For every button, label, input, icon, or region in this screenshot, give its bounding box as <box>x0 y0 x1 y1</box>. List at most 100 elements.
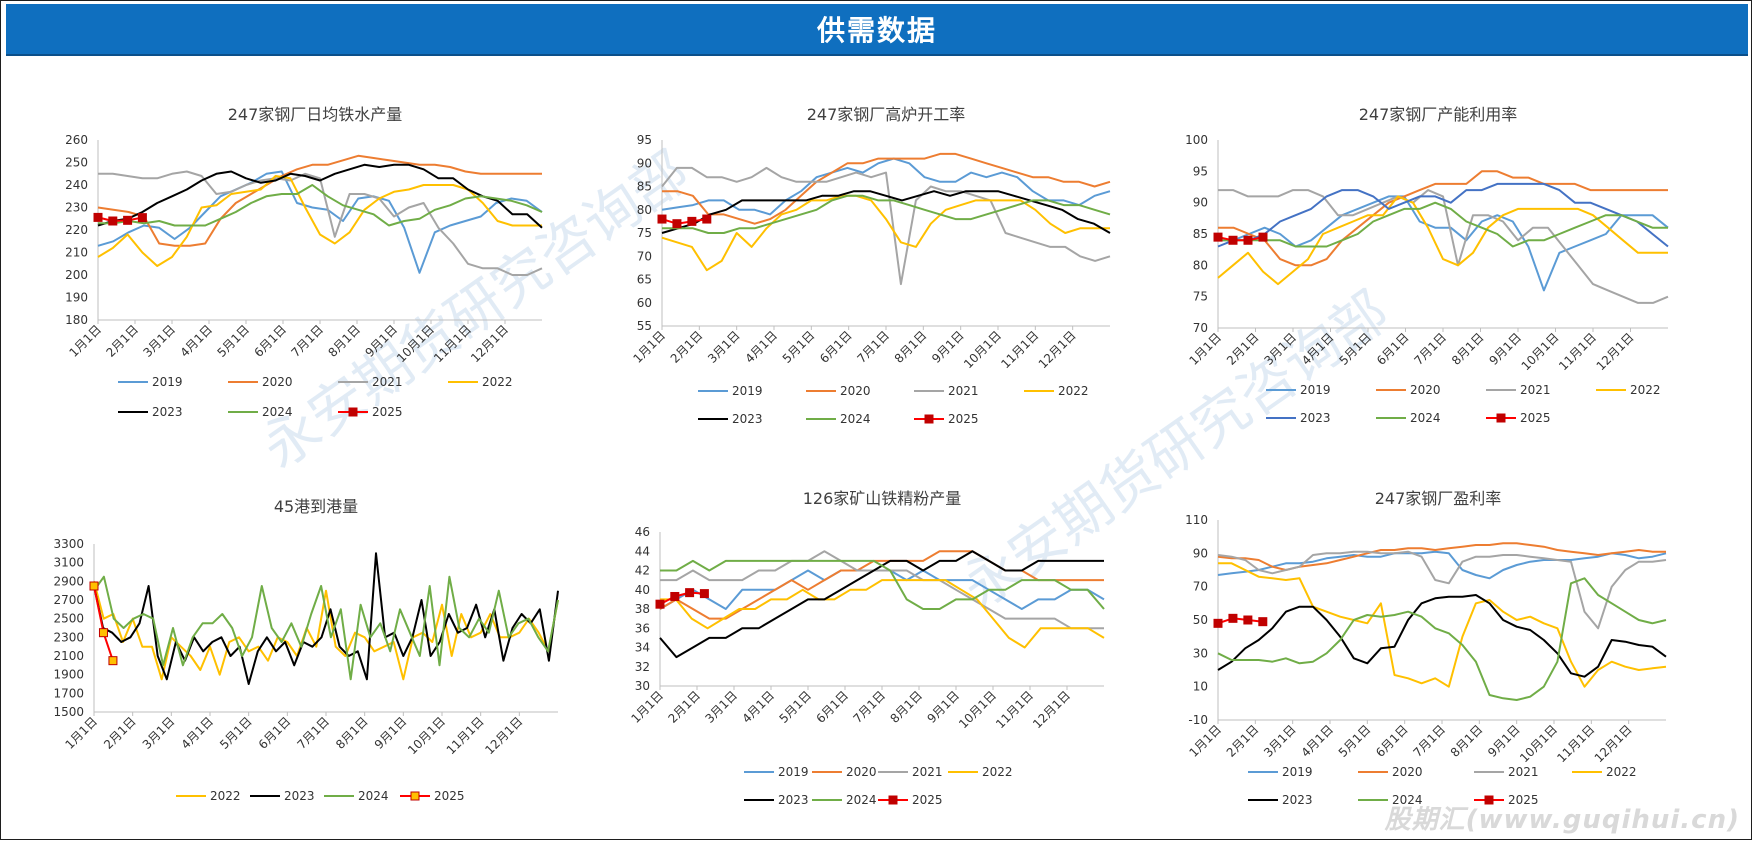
chart-title: 247家钢厂盈利率 <box>1375 489 1502 508</box>
series-line-2022 <box>1218 562 1667 688</box>
series-line-2023 <box>1217 594 1667 678</box>
series-line-2024 <box>98 184 543 227</box>
y-tick-label: 200 <box>65 268 88 282</box>
x-tick-label: 10月1日 <box>405 714 448 757</box>
y-tick-label: 80 <box>1193 258 1208 272</box>
x-tick-label: 3月1日 <box>705 328 743 366</box>
series-point-2025 <box>699 589 709 599</box>
y-tick-label: 75 <box>637 226 652 240</box>
legend-label-2022: 2022 <box>1058 384 1089 398</box>
y-tick-label: -10 <box>1188 713 1208 727</box>
series-point-2025 <box>137 213 147 223</box>
series-line-2024 <box>662 194 1111 234</box>
y-tick-label: 1700 <box>53 686 84 700</box>
series-line-2021 <box>661 166 1111 286</box>
series-line-2025 <box>661 218 707 225</box>
x-tick-label: 5月1日 <box>1336 722 1374 760</box>
x-tick-label: 3月1日 <box>702 688 740 726</box>
x-tick-label: 10月1日 <box>956 688 999 731</box>
series-point-2025 <box>655 599 665 609</box>
series-point-2025 <box>98 628 108 638</box>
series-line-2021 <box>98 170 543 276</box>
x-tick-label: 11月1日 <box>998 328 1041 371</box>
y-tick-label: 30 <box>1193 646 1208 660</box>
series-point-2025 <box>1213 618 1223 628</box>
series-line-2025 <box>1217 617 1263 625</box>
y-tick-label: 90 <box>1193 546 1208 560</box>
legend-label-2019: 2019 <box>732 384 763 398</box>
legend-label-2020: 2020 <box>840 384 871 398</box>
x-tick-label: 4月1日 <box>177 322 215 360</box>
x-tick-label: 12月1日 <box>1592 722 1635 765</box>
y-tick-label: 90 <box>1193 196 1208 210</box>
series-line-2023 <box>1217 182 1669 248</box>
y-tick-label: 46 <box>635 525 650 539</box>
header-bar: 供需数据 <box>6 4 1748 56</box>
legend-label-2023: 2023 <box>1282 793 1313 807</box>
x-tick-label: 7月1日 <box>850 688 888 726</box>
series-line-2022 <box>660 579 1105 649</box>
page-title: 供需数据 <box>816 14 937 47</box>
legend-label-2021: 2021 <box>1508 765 1539 779</box>
x-tick-label: 2月1日 <box>668 328 706 366</box>
x-tick-label: 4月1日 <box>742 328 780 366</box>
brand-watermark: 股期汇(www.guqihui.cn) <box>1384 805 1740 835</box>
legend-label-2025: 2025 <box>912 793 943 807</box>
x-tick-label: 2月1日 <box>103 322 141 360</box>
x-tick-label: 7月1日 <box>1410 722 1448 760</box>
series-point-2025 <box>1213 232 1223 242</box>
x-tick-label: 6月1日 <box>256 714 294 752</box>
x-tick-label: 11月1日 <box>993 688 1036 731</box>
legend-label-2020: 2020 <box>1392 765 1423 779</box>
legend-label-2020: 2020 <box>1410 383 1441 397</box>
y-tick-label: 70 <box>1193 580 1208 594</box>
x-tick-label: 6月1日 <box>813 688 851 726</box>
y-tick-label: 75 <box>1193 290 1208 304</box>
legend-label-2025: 2025 <box>434 789 465 803</box>
x-tick-label: 8月1日 <box>887 688 925 726</box>
x-tick-label: 6月1日 <box>817 328 855 366</box>
y-tick-label: 30 <box>635 679 650 693</box>
chart-title: 247家钢厂高炉开工率 <box>807 105 966 124</box>
legend-label-2025: 2025 <box>948 412 979 426</box>
legend-label-2023: 2023 <box>1300 411 1331 425</box>
x-tick-label: 11月1日 <box>1556 330 1599 373</box>
series-point-2025 <box>123 215 133 225</box>
legend-label-2022: 2022 <box>1630 383 1661 397</box>
series-point-2025 <box>1228 235 1238 245</box>
series-line-2022 <box>1217 195 1668 286</box>
y-tick-label: 190 <box>65 291 88 305</box>
series-line-2020 <box>662 152 1111 225</box>
legend-label-2019: 2019 <box>778 765 809 779</box>
x-tick-label: 10月1日 <box>1517 722 1560 765</box>
x-tick-label: 5月1日 <box>780 328 818 366</box>
series-point-2025 <box>685 588 695 598</box>
series-line-2022 <box>661 194 1110 272</box>
y-tick-label: 38 <box>635 602 650 616</box>
x-tick-label: 12月1日 <box>1030 688 1073 731</box>
x-tick-label: 3月1日 <box>1261 722 1299 760</box>
x-tick-label: 8月1日 <box>892 328 930 366</box>
series-line-2025 <box>1217 236 1264 242</box>
y-tick-label: 100 <box>1185 133 1208 147</box>
series-line-2020 <box>97 154 542 247</box>
legend-label-2019: 2019 <box>152 375 183 389</box>
y-tick-label: 34 <box>635 641 650 655</box>
series-line-2025 <box>659 591 705 606</box>
y-tick-label: 180 <box>65 313 88 327</box>
x-tick-label: 1月1日 <box>1186 722 1224 760</box>
y-tick-label: 1500 <box>53 705 84 719</box>
legend-label-2019: 2019 <box>1282 765 1313 779</box>
legend-marker-2025 <box>1496 413 1506 423</box>
series-line-2019 <box>97 170 543 274</box>
x-tick-label: 1月1日 <box>628 688 666 726</box>
y-tick-label: 10 <box>1193 680 1208 694</box>
legend-label-2020: 2020 <box>262 375 293 389</box>
y-tick-label: 85 <box>637 180 652 194</box>
y-tick-label: 260 <box>65 133 88 147</box>
x-tick-label: 12月1日 <box>1594 330 1637 373</box>
x-tick-label: 1月1日 <box>66 322 104 360</box>
x-tick-label: 7月1日 <box>288 322 326 360</box>
y-tick-label: 240 <box>65 178 88 192</box>
y-tick-label: 80 <box>637 203 652 217</box>
